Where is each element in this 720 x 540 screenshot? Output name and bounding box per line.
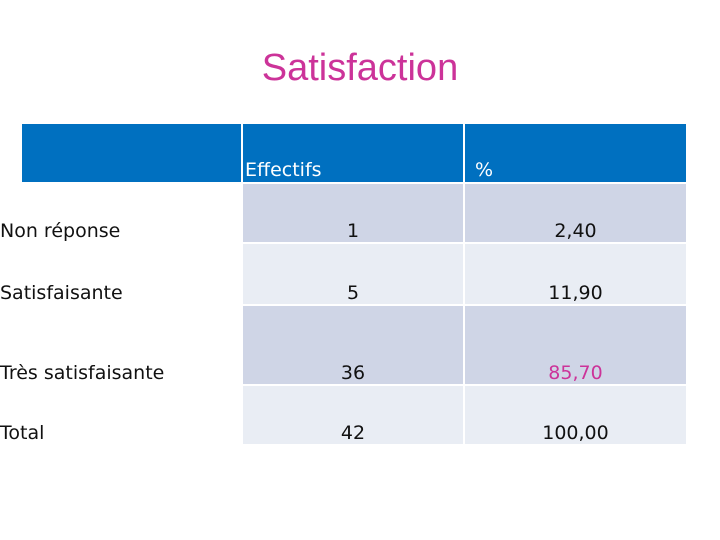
percent-cell-highlighted: 85,70 <box>465 304 686 384</box>
effectifs-cell: 36 <box>243 304 465 384</box>
effectifs-cell: 5 <box>243 242 465 304</box>
header-empty <box>22 124 243 182</box>
table-row: Total 42 100,00 <box>0 384 686 444</box>
percent-cell: 2,40 <box>465 182 686 242</box>
header-percent-label: % <box>475 159 494 181</box>
table-row: Non réponse 1 2,40 <box>0 182 686 242</box>
header-percent: % <box>465 124 686 182</box>
effectifs-cell: 1 <box>243 182 465 242</box>
percent-cell: 100,00 <box>465 384 686 444</box>
header-effectifs-label: Effectifs <box>245 159 322 181</box>
table-row: Très satisfaisante 36 85,70 <box>0 304 686 384</box>
row-label: Non réponse <box>0 182 221 242</box>
row-label: Total <box>0 384 221 444</box>
percent-cell: 11,90 <box>465 242 686 304</box>
table-row: Satisfaisante 5 11,90 <box>0 242 686 304</box>
table-header-row: Effectifs % <box>22 124 686 182</box>
slide-title: Satisfaction <box>261 47 459 89</box>
header-effectifs: Effectifs <box>243 124 465 182</box>
satisfaction-table: Effectifs % Non réponse 1 2,40 Satisfais… <box>0 124 686 444</box>
effectifs-cell: 42 <box>243 384 465 444</box>
row-label: Satisfaisante <box>0 242 221 304</box>
row-label: Très satisfaisante <box>0 304 221 384</box>
